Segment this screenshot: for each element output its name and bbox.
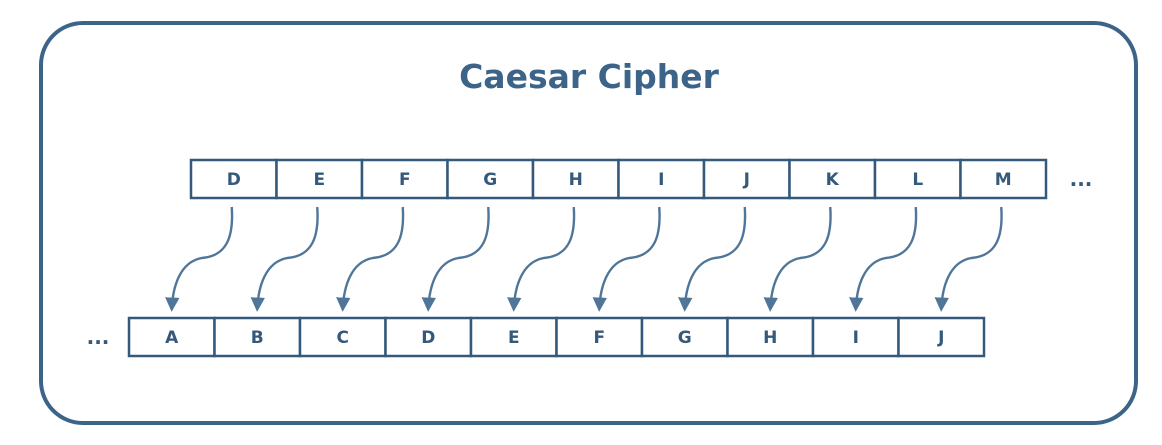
- top-row-cell-3: G: [446, 158, 535, 200]
- top-row-cell-box: [617, 158, 706, 200]
- top-row: D E F G H I J K L M: [189, 158, 1048, 200]
- shift-arrow-6: [678, 206, 747, 312]
- bottom-row-cell-letter: I: [853, 328, 859, 348]
- bottom-row-cell-letter: A: [165, 328, 179, 348]
- top-row-cell-letter: I: [658, 170, 664, 190]
- top-row-cell-letter: L: [912, 170, 923, 190]
- top-row-cell-letter: K: [826, 170, 840, 190]
- top-row-cell-box: [788, 158, 877, 200]
- top-row-cell-4: H: [531, 158, 620, 200]
- top-row-cell-9: M: [959, 158, 1048, 200]
- bottom-row-cell-box: [555, 316, 644, 358]
- bottom-row-cell-8: I: [811, 316, 900, 358]
- shift-arrow-8: [849, 206, 918, 312]
- bottom-row-cell-letter: H: [763, 328, 777, 348]
- top-row-cell-letter: D: [227, 170, 241, 190]
- bottom-row-cell-1: B: [213, 316, 302, 358]
- top-row-cell-0: D: [189, 158, 278, 200]
- bottom-row-cell-letter: E: [508, 328, 520, 348]
- bottom-row-cell-letter: J: [937, 328, 944, 348]
- top-row-cell-box: [275, 158, 364, 200]
- top-row-cell-letter: J: [743, 170, 750, 190]
- bottom-row-leading-ellipsis: ...: [87, 325, 110, 349]
- bottom-row-cell-box: [127, 316, 216, 358]
- bottom-row-cell-letter: C: [337, 328, 349, 348]
- shift-arrow-5: [592, 206, 661, 312]
- shift-arrow-7: [763, 206, 832, 312]
- bottom-row-cell-box: [640, 316, 729, 358]
- shift-arrow-4: [507, 206, 576, 312]
- bottom-row-cell-box: [384, 316, 473, 358]
- bottom-row-cell-box: [298, 316, 387, 358]
- bottom-row-cell-4: E: [469, 316, 558, 358]
- bottom-row-cell-box: [897, 316, 986, 358]
- bottom-row-cell-0: A: [127, 316, 216, 358]
- bottom-row-cell-9: J: [897, 316, 986, 358]
- bottom-row-cell-letter: D: [421, 328, 435, 348]
- top-row-cell-box: [360, 158, 449, 200]
- top-row-cell-letter: H: [569, 170, 583, 190]
- top-row-cell-letter: M: [995, 170, 1012, 190]
- bottom-row-cell-box: [726, 316, 815, 358]
- top-row-cell-6: J: [702, 158, 791, 200]
- bottom-row: A B C D E F G H I J: [127, 316, 986, 358]
- shift-arrow-9: [934, 206, 1003, 312]
- shift-arrow-0: [165, 206, 234, 312]
- diagram-title: Caesar Cipher: [459, 57, 720, 96]
- top-row-cell-2: F: [360, 158, 449, 200]
- top-row-cell-letter: F: [399, 170, 411, 190]
- top-row-cell-1: E: [275, 158, 364, 200]
- top-row-cell-5: I: [617, 158, 706, 200]
- bottom-row-cell-letter: B: [251, 328, 264, 348]
- top-row-cell-box: [959, 158, 1048, 200]
- bottom-row-cell-6: G: [640, 316, 729, 358]
- top-row-cell-letter: E: [313, 170, 325, 190]
- bottom-row-cell-5: F: [555, 316, 644, 358]
- shift-arrow-2: [336, 206, 405, 312]
- bottom-row-cell-letter: G: [678, 328, 692, 348]
- shift-arrow-3: [421, 206, 490, 312]
- top-row-cell-letter: G: [483, 170, 497, 190]
- top-row-cell-box: [446, 158, 535, 200]
- top-row-cell-7: K: [788, 158, 877, 200]
- bottom-row-cell-7: H: [726, 316, 815, 358]
- top-row-cell-box: [189, 158, 278, 200]
- top-row-trailing-ellipsis: ...: [1070, 167, 1093, 191]
- top-row-cell-8: L: [873, 158, 962, 200]
- shift-arrows: [165, 206, 1003, 312]
- bottom-row-cell-2: C: [298, 316, 387, 358]
- top-row-cell-box: [531, 158, 620, 200]
- bottom-row-cell-letter: F: [593, 328, 605, 348]
- bottom-row-cell-3: D: [384, 316, 473, 358]
- shift-arrow-1: [250, 206, 319, 312]
